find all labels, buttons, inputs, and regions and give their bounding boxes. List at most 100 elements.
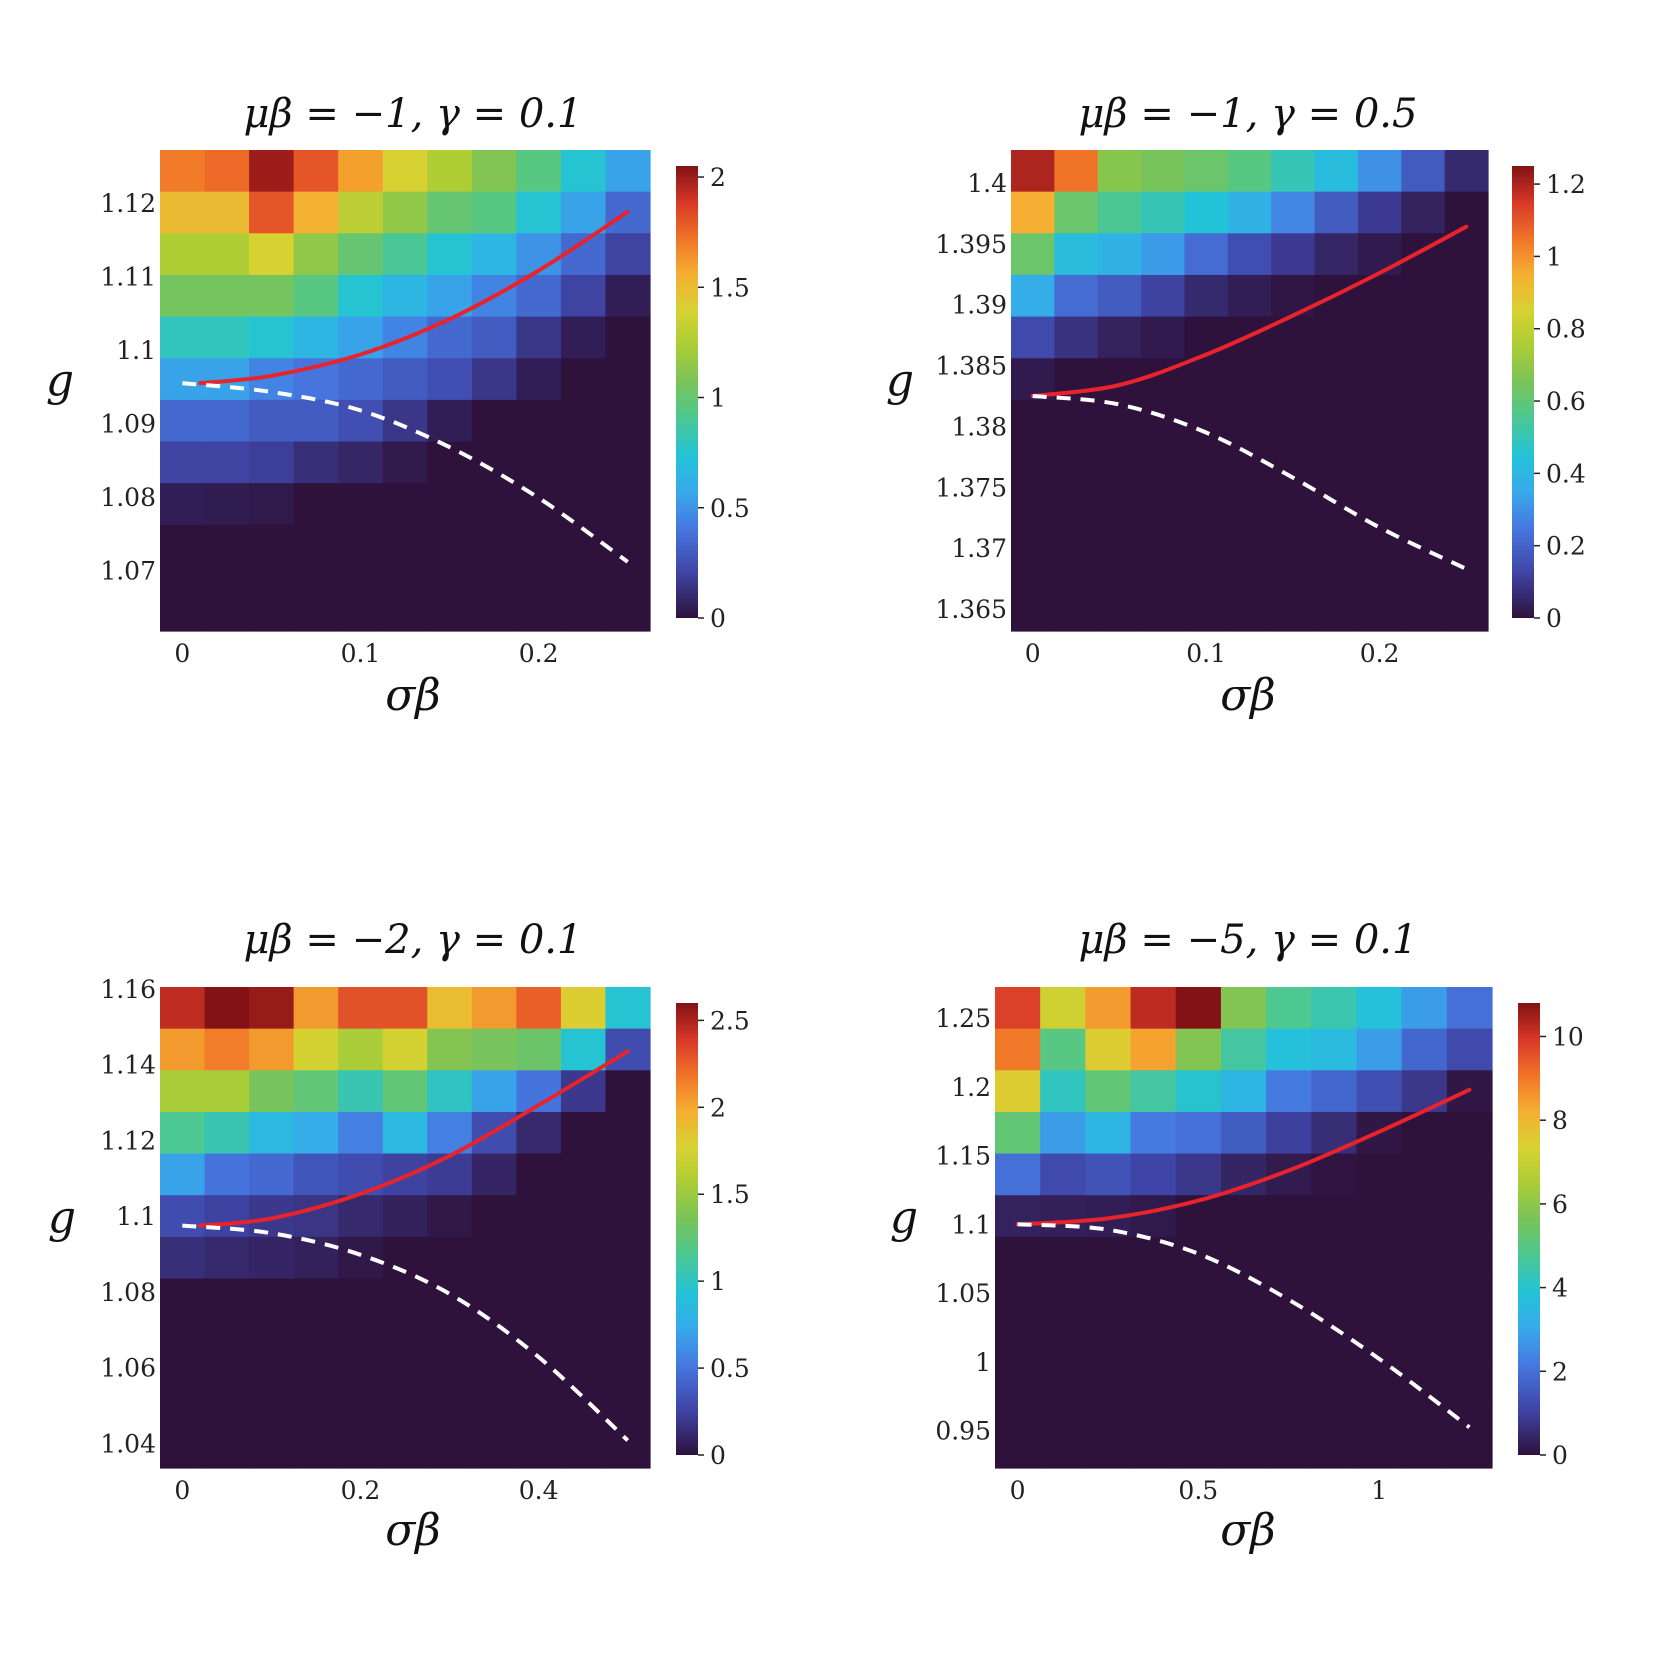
panel-3: μβ = −2, γ = 0.1 1.04 1.06 1.08 1.1 1.12 1.14… [48, 917, 750, 1556]
x-tick-label: 0.1 [1186, 639, 1226, 668]
heatmap-cell [1311, 1070, 1358, 1113]
heatmap-cell [338, 1111, 384, 1155]
heatmap-cell [471, 1361, 517, 1405]
y-tick-label: 1.4 [967, 169, 1007, 198]
heatmap-cell [1311, 1361, 1358, 1405]
heatmap-cell [382, 191, 428, 234]
colorbar-tick-label: 0.4 [1546, 459, 1586, 488]
heatmap-cell [1266, 1320, 1312, 1363]
colorbar-gradient [676, 1003, 698, 1455]
y-tick-label: 1.1 [116, 336, 156, 365]
heatmap-cell [1271, 358, 1316, 401]
heatmap-cell [160, 1320, 206, 1363]
heatmap-cell [1085, 1278, 1132, 1321]
heatmap-cell [204, 1278, 250, 1321]
x-axis-label: σβ [385, 1505, 440, 1556]
heatmap-cell [1220, 1111, 1267, 1155]
panel-title: μβ = −1, γ = 0.5 [1079, 91, 1418, 137]
heatmap-cell [427, 483, 473, 526]
heatmap-cell [471, 524, 517, 568]
heatmap-cell [160, 358, 206, 401]
heatmap-cell [516, 274, 562, 318]
panel-1: μβ = −1, γ = 0.1 1.07 1.08 1.09 1.1 1.11 1.12… [46, 91, 750, 721]
heatmap-cell [1184, 233, 1229, 276]
heatmap-cell [1314, 358, 1359, 401]
heatmap-cell [516, 1278, 562, 1321]
heatmap-cell [338, 566, 384, 632]
heatmap-cell [160, 1236, 206, 1280]
heatmap-cell [160, 1278, 206, 1321]
y-tick-label: 1.1 [116, 1202, 156, 1231]
heatmap-cell [1097, 191, 1142, 234]
heatmap-cell [560, 1236, 607, 1280]
solid-curve [1015, 1087, 1472, 1227]
curves [182, 209, 630, 564]
heatmap-cell [471, 316, 517, 359]
x-tick-label: 0.5 [1178, 1476, 1218, 1505]
heatmap-cell [1401, 483, 1446, 526]
heatmap-cell [1357, 441, 1402, 484]
heatmap-cell [1130, 1070, 1177, 1113]
heatmap-cell [471, 1403, 517, 1469]
heatmap-cell [1130, 1153, 1177, 1196]
heatmap-cell [427, 1320, 473, 1363]
heatmap-cell [338, 399, 384, 443]
heatmap-cell [471, 483, 517, 526]
heatmap-cell [204, 1236, 250, 1280]
colorbar-gradient [1512, 166, 1534, 618]
heatmap-cell [1011, 274, 1055, 318]
heatmap-cell [382, 358, 428, 401]
colorbar-tick-labels: 0 0.5 1 1.5 2 2.5 [698, 1006, 750, 1470]
heatmap-cell [1401, 358, 1446, 401]
heatmap-cell [1314, 399, 1359, 443]
heatmap-cell [1184, 441, 1229, 484]
heatmap-cell [1357, 399, 1402, 443]
heatmap-cell [1266, 1070, 1312, 1113]
heatmap-cell [1401, 524, 1446, 568]
heatmap-cell [1130, 1111, 1177, 1155]
heatmap-cell [1130, 987, 1177, 1030]
heatmap-cell [382, 483, 428, 526]
heatmap-cell [427, 1278, 473, 1321]
heatmap-cell [605, 1153, 651, 1196]
y-tick-label: 1.14 [100, 1051, 156, 1080]
heatmap-cell [1097, 566, 1142, 632]
heatmap-cell [1054, 483, 1099, 526]
heatmap-cell [1130, 1320, 1177, 1363]
heatmap-cell [1311, 1403, 1358, 1469]
heatmap-cell [204, 987, 250, 1030]
heatmap-cell [160, 1153, 206, 1196]
heatmap-cell [1184, 483, 1229, 526]
heatmap-cell [605, 358, 651, 401]
heatmap-cell [471, 1195, 517, 1238]
heatmap-cell [516, 316, 562, 359]
colorbar [676, 166, 698, 618]
heatmap-cell [204, 441, 250, 484]
heatmap-cell [1141, 191, 1186, 234]
heatmap-cell [560, 191, 607, 234]
heatmap-cell [1446, 1236, 1493, 1280]
y-tick-label: 1.06 [100, 1354, 156, 1383]
y-tick-label: 1.39 [951, 291, 1007, 320]
heatmap-cell [338, 1070, 384, 1113]
colorbar-tick-label: 1.2 [1546, 170, 1586, 199]
y-tick-label: 1.11 [100, 263, 156, 292]
heatmap-cell [1446, 1153, 1493, 1196]
heatmap-cell [605, 987, 651, 1030]
y-tick-label: 1.16 [100, 975, 156, 1004]
heatmap-cell [1040, 1236, 1086, 1280]
heatmap-cell [338, 1028, 384, 1071]
heatmap-cell [1357, 524, 1402, 568]
heatmap-cell [382, 1403, 428, 1469]
heatmap-cell [1175, 1403, 1222, 1469]
heatmap-cell [427, 399, 473, 443]
colorbar-tick-label: 8 [1552, 1106, 1568, 1135]
heatmap-cell [382, 441, 428, 484]
heatmap-cell [249, 150, 295, 193]
heatmap-cell [249, 441, 295, 484]
heatmap-cell [560, 1195, 607, 1238]
heatmap-cell [427, 524, 473, 568]
heatmap-cell [160, 1195, 206, 1238]
heatmap-cell [382, 1195, 428, 1238]
y-tick-label: 1.12 [100, 1126, 156, 1155]
